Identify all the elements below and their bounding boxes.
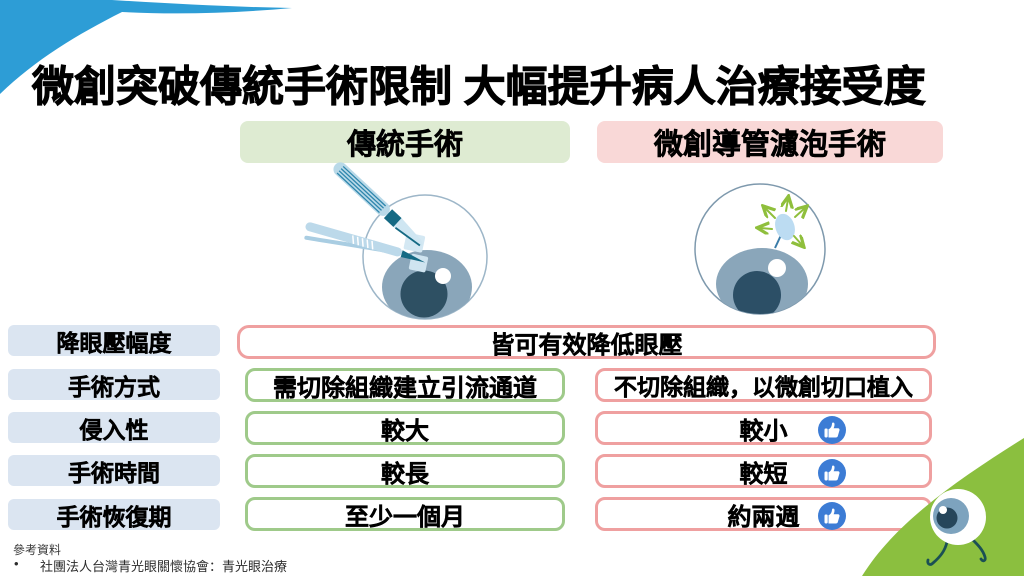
thumbs-up-icon bbox=[818, 416, 846, 444]
eye-highlight bbox=[768, 259, 786, 277]
mascot-leg bbox=[970, 537, 987, 563]
cell-method-traditional: 需切除組織建立引流通道 bbox=[245, 368, 565, 402]
eye-illustration-minimally-invasive bbox=[694, 183, 826, 315]
column-header-minimally-invasive-label: 微創導管濾泡手術 bbox=[653, 129, 887, 162]
cell-invasiveness-traditional: 較大 bbox=[245, 411, 565, 445]
cell-text: 至少一個月 bbox=[345, 503, 465, 531]
row-label-text: 手術時間 bbox=[68, 459, 160, 486]
cell-text: 不切除組織，以微創切口植入 bbox=[614, 374, 913, 400]
row-label-text: 手術方式 bbox=[68, 373, 160, 400]
column-header-traditional-label: 傳統手術 bbox=[346, 129, 464, 162]
filtering-bleb bbox=[775, 213, 795, 241]
cell-text: 較短 bbox=[739, 460, 788, 488]
row-label-duration: 手術時間 bbox=[8, 455, 220, 486]
outflow-arrows bbox=[760, 199, 805, 245]
thumbs-up-icon bbox=[818, 502, 846, 530]
eye-highlight bbox=[435, 268, 451, 284]
cell-pressure-both: 皆可有效降低眼壓 bbox=[237, 325, 936, 359]
eye-illustration-traditional bbox=[304, 162, 488, 320]
pupil bbox=[400, 270, 448, 318]
cell-text: 約兩週 bbox=[727, 503, 800, 531]
footer-heading: 參考資料 bbox=[13, 543, 62, 557]
cell-text: 皆可有效降低眼壓 bbox=[490, 331, 683, 359]
row-label-text: 手術恢復期 bbox=[56, 503, 172, 530]
cell-recovery-minimally-invasive: 約兩週 bbox=[595, 497, 932, 531]
row-label-text: 降眼壓幅度 bbox=[56, 329, 172, 356]
cell-text: 需切除組織建立引流通道 bbox=[273, 374, 537, 402]
footer-reference-text: 社團法人台灣青光眼關懷協會：青光眼治療 bbox=[40, 559, 288, 574]
row-label-method: 手術方式 bbox=[8, 369, 220, 400]
cell-text: 較大 bbox=[381, 417, 429, 445]
footer-reference: • 社團法人台灣青光眼關懷協會：青光眼治療 bbox=[14, 556, 287, 575]
row-label-text: 侵入性 bbox=[79, 416, 149, 443]
cell-duration-minimally-invasive: 較短 bbox=[595, 454, 932, 488]
cell-text: 較小 bbox=[739, 417, 788, 445]
thumbs-up-icon bbox=[818, 459, 846, 487]
mascot-leg bbox=[926, 540, 949, 566]
walking-eyeball-icon bbox=[926, 489, 987, 566]
scalpel-icon bbox=[333, 162, 423, 247]
slide-title: 微創突破傳統手術限制 大幅提升病人治療接受度 bbox=[32, 63, 927, 110]
column-header-minimally-invasive: 微創導管濾泡手術 bbox=[597, 121, 943, 163]
row-label-invasiveness: 侵入性 bbox=[8, 412, 220, 443]
green-wave-decoration bbox=[862, 438, 1024, 576]
mascot-highlight bbox=[939, 506, 947, 514]
row-label-pressure-reduction: 降眼壓幅度 bbox=[8, 325, 220, 356]
row-label-recovery: 手術恢復期 bbox=[8, 499, 220, 530]
cell-recovery-traditional: 至少一個月 bbox=[245, 497, 565, 531]
cell-method-minimally-invasive: 不切除組織，以微創切口植入 bbox=[595, 368, 932, 402]
forceps-icon bbox=[304, 222, 426, 263]
column-header-traditional: 傳統手術 bbox=[240, 121, 570, 163]
cell-duration-traditional: 較長 bbox=[245, 454, 565, 488]
pupil bbox=[733, 271, 781, 314]
bullet-point: • bbox=[14, 556, 19, 571]
cell-invasiveness-minimally-invasive: 較小 bbox=[595, 411, 932, 445]
blue-wave-decoration bbox=[0, 0, 292, 94]
cell-text: 較長 bbox=[381, 460, 429, 488]
